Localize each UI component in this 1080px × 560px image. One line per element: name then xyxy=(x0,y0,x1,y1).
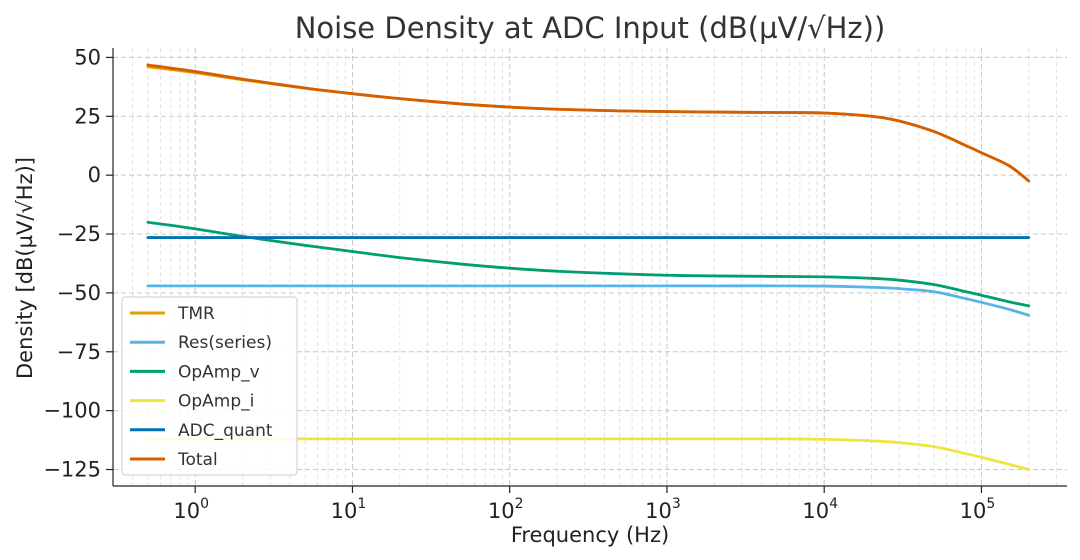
legend-box xyxy=(121,296,298,476)
y-tick-label: −125 xyxy=(43,458,101,482)
x-axis-label: Frequency (Hz) xyxy=(511,523,669,547)
y-tick-label: 0 xyxy=(88,163,101,187)
series-line-opamp-i xyxy=(146,437,1031,471)
x-tick-exponent: 3 xyxy=(672,496,681,512)
legend-label-res-series: Res(series) xyxy=(178,333,272,353)
series-line-opamp-v xyxy=(146,220,1031,308)
x-tick-exponent: 0 xyxy=(200,496,209,512)
x-tick-label: 100 xyxy=(173,496,209,523)
series-line-total xyxy=(146,63,1031,183)
grid xyxy=(112,48,1067,486)
legend-label-opamp-i: OpAmp_i xyxy=(178,392,254,412)
series-lines xyxy=(146,63,1031,471)
x-tick-label: 102 xyxy=(488,496,524,523)
legend-label-tmr: TMR xyxy=(177,304,215,324)
y-tick-label: −75 xyxy=(57,340,101,364)
y-tick-label: −100 xyxy=(43,399,101,423)
legend: TMR Res(series) OpAmp_v OpAmp_i ADC_quant Tot… xyxy=(121,296,298,476)
legend-label-opamp-v: OpAmp_v xyxy=(178,362,260,382)
x-tick-exponent: 2 xyxy=(515,496,524,512)
x-tick-label: 103 xyxy=(645,496,681,523)
series-line-res-series xyxy=(146,284,1031,317)
legend-label-total: Total xyxy=(177,450,218,470)
y-axis-label: Density [dB(µV/√Hz)] xyxy=(13,157,37,379)
x-tick-label: 101 xyxy=(331,496,367,523)
y-tick-label: 50 xyxy=(74,45,101,69)
x-tick-label: 105 xyxy=(960,496,996,523)
x-tick-exponent: 1 xyxy=(357,496,366,512)
y-tick-label: −50 xyxy=(57,281,101,305)
x-tick-exponent: 4 xyxy=(829,496,838,512)
legend-label-adc-quant: ADC_quant xyxy=(178,421,273,441)
y-tick-label: −25 xyxy=(57,222,101,246)
x-tick-exponent: 5 xyxy=(986,496,995,512)
chart-title: Noise Density at ADC Input (dB(µV/√Hz)) xyxy=(295,11,886,45)
y-tick-label: 25 xyxy=(74,104,101,128)
x-tick-label: 104 xyxy=(802,496,838,523)
